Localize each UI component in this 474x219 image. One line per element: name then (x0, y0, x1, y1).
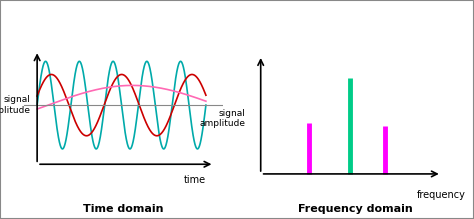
Text: time: time (184, 175, 206, 185)
Text: Frequency domain: Frequency domain (298, 204, 413, 214)
Text: frequency: frequency (417, 191, 465, 200)
Text: signal
amplitude: signal amplitude (0, 95, 30, 115)
Text: signal
amplitude: signal amplitude (200, 109, 246, 128)
Text: Time domain: Time domain (83, 204, 164, 214)
